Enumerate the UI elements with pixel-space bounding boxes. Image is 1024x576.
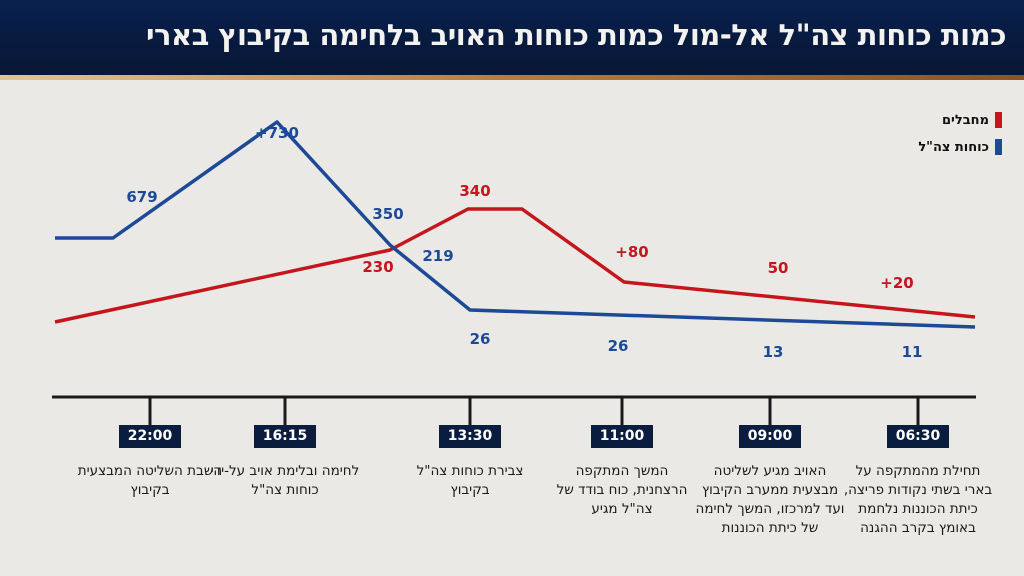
timeline-caption: לחימה ובלימת אויב על-ידי כוחות צה"ל (210, 463, 360, 498)
timeline-caption: צבירת כוחות צה"ל בקיבוץ (416, 463, 524, 498)
page-title: כמות כוחות צה"ל אל-מול כמות כוחות האויב … (145, 18, 1007, 52)
data-label: 340 (459, 182, 490, 200)
legend-label: מחבלים (941, 112, 989, 128)
legend-label: כוחות צה"ל (918, 139, 989, 155)
data-label: 679 (126, 188, 157, 206)
data-label: 219 (422, 247, 453, 265)
data-label: 26 (608, 337, 629, 355)
header-bar: כמות כוחות צה"ל אל-מול כמות כוחות האויב … (0, 0, 1024, 75)
legend-item-idf: כוחות צה"ל (918, 139, 1002, 155)
time-box: 16:15 (254, 425, 316, 448)
data-label: 350 (372, 205, 403, 223)
time-box: 06:30 (887, 425, 949, 448)
series-line-idf (55, 120, 976, 329)
data-label: 13 (763, 343, 784, 361)
data-label: +80 (615, 243, 648, 261)
header-stripe (0, 75, 1024, 80)
data-label: 26 (470, 330, 491, 348)
series-line-terrorists (54, 207, 976, 324)
time-box: 13:30 (439, 425, 501, 448)
time-box: 22:00 (119, 425, 181, 448)
legend-item-terrorists: מחבלים (942, 112, 1002, 128)
legend-swatch-red (995, 112, 1002, 128)
data-label: 230 (362, 258, 393, 276)
time-box: 09:00 (739, 425, 801, 448)
timeline-caption: השבת השליטה המבצעית בקיבוץ (77, 463, 223, 498)
data-label: 11 (902, 343, 923, 361)
data-label: +730 (255, 124, 299, 142)
timeline-caption: תחילת מהמתקפה על בארי בשתי נקודות פריצה,… (843, 463, 993, 536)
time-box: 11:00 (591, 425, 653, 448)
data-label: 50 (768, 259, 789, 277)
timeline-caption: האויב מגיע לשליטה מבצעית ממערב הקיבוץ וע… (695, 463, 845, 536)
legend-swatch-blue (995, 139, 1002, 155)
data-label: +20 (880, 274, 913, 292)
timeline-caption: המשך המתקפה הרצחנית, כוח בודד של צה"ל מג… (556, 463, 688, 517)
